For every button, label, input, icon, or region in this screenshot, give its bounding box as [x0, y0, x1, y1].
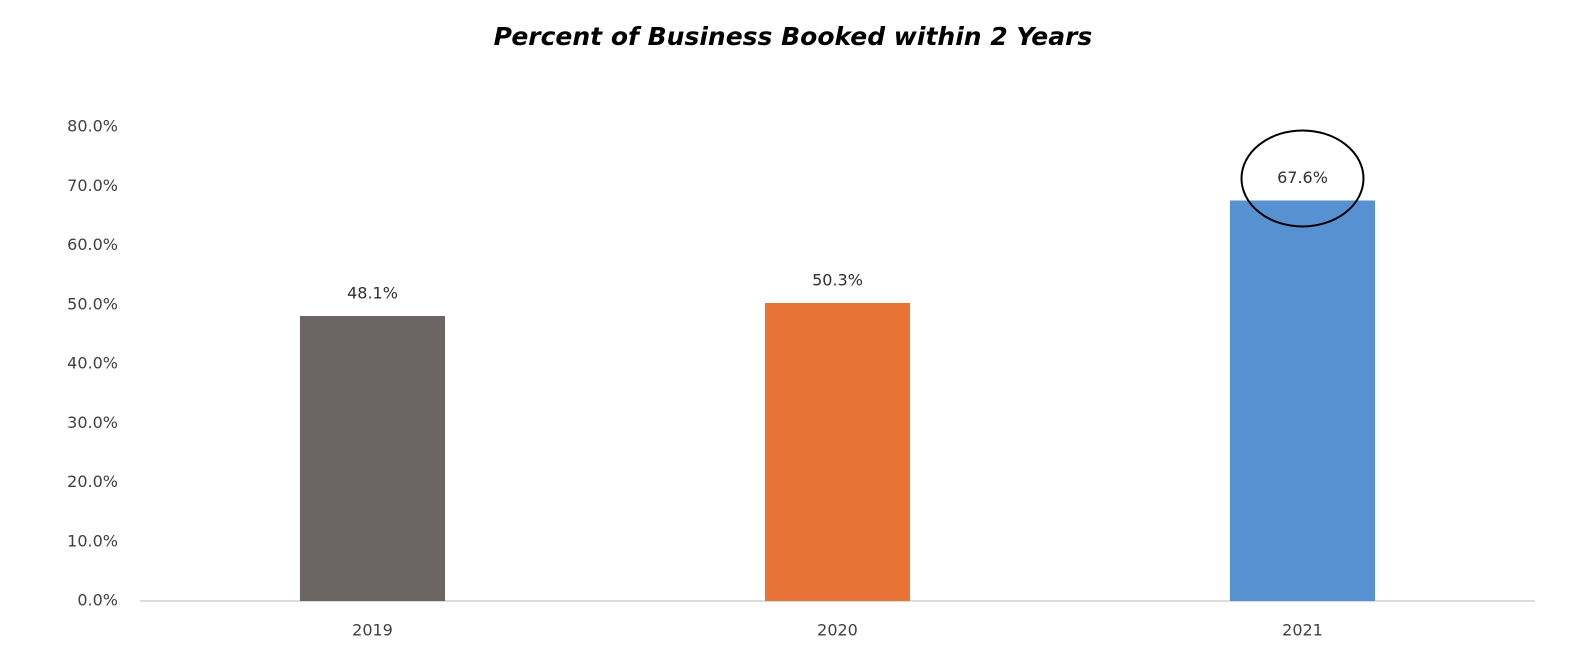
value-label: 67.6%	[1277, 168, 1328, 187]
y-tick-label: 70.0%	[67, 176, 118, 195]
y-tick-label: 10.0%	[67, 531, 118, 550]
y-tick-label: 30.0%	[67, 413, 118, 432]
bar	[1229, 200, 1376, 601]
bar	[299, 316, 446, 601]
chart-title: Percent of Business Booked within 2 Year…	[494, 22, 1093, 51]
x-tick-label: 2019	[352, 621, 393, 640]
y-tick-label: 40.0%	[67, 354, 118, 373]
highlight-circle	[1240, 129, 1365, 228]
value-label: 50.3%	[812, 270, 863, 289]
y-tick-label: 20.0%	[67, 472, 118, 491]
y-tick-label: 50.0%	[67, 294, 118, 313]
value-label: 48.1%	[347, 284, 398, 303]
x-tick-label: 2021	[1282, 621, 1323, 640]
bar	[764, 302, 911, 601]
x-tick-label: 2020	[817, 621, 858, 640]
y-tick-label: 80.0%	[67, 117, 118, 136]
y-tick-label: 60.0%	[67, 235, 118, 254]
y-tick-label: 0.0%	[77, 591, 118, 610]
